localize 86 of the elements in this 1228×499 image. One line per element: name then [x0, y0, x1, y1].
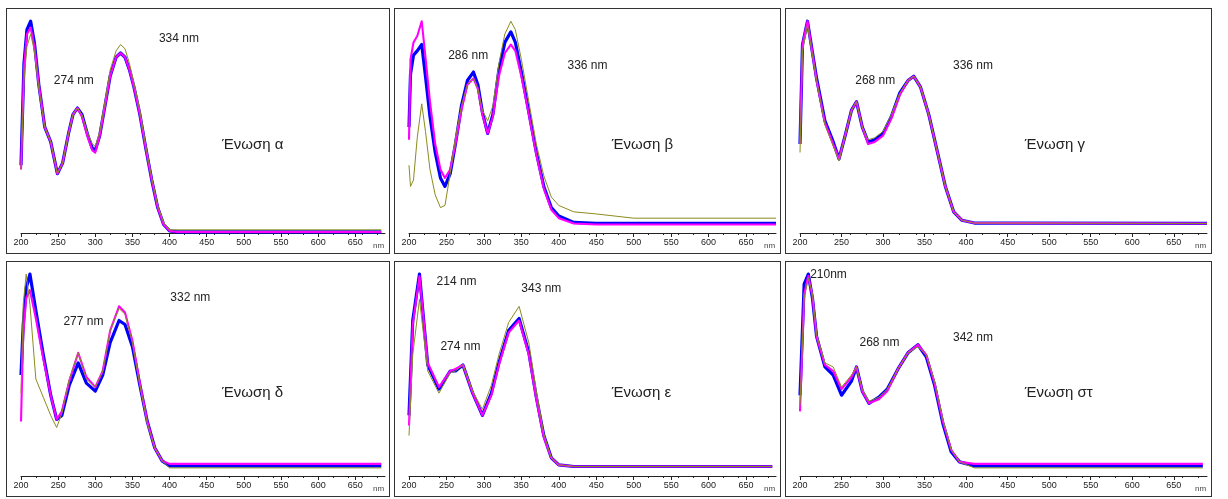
x-tick-label: 650 — [1166, 479, 1182, 489]
annotation: 343 nm — [521, 280, 562, 295]
x-tick-label: 200 — [792, 479, 808, 489]
x-tick-label: 400 — [162, 479, 178, 489]
x-tick-label: 400 — [958, 236, 974, 247]
x-tick-label: 450 — [1000, 236, 1016, 247]
annotation: 332 nm — [170, 289, 211, 304]
x-tick-label: 350 — [513, 479, 529, 489]
x-tick-label: 300 — [476, 236, 492, 247]
x-tick-label: 600 — [701, 479, 717, 489]
x-tick-label: 200 — [792, 236, 808, 247]
annotation: 342 nm — [952, 329, 994, 344]
annotation: 334 nm — [158, 31, 199, 46]
x-tick-label: 500 — [236, 236, 252, 247]
x-axis-title: nm — [1195, 240, 1207, 250]
x-tick-label: 300 — [87, 236, 103, 247]
x-tick-label: 350 — [917, 479, 933, 489]
x-tick-label: 400 — [162, 236, 178, 247]
x-tick-label: 650 — [1166, 236, 1182, 247]
x-tick-label: 350 — [124, 479, 140, 489]
annotation: 286 nm — [448, 48, 489, 63]
text: Ένωση ε — [610, 382, 672, 400]
x-tick-label: 650 — [347, 479, 363, 489]
x-axis-title: nm — [373, 483, 385, 492]
annotation: 274 nm — [440, 338, 481, 353]
x-tick-label: 250 — [50, 236, 66, 247]
x-tick-label: 250 — [834, 236, 850, 247]
annotation: 214 nm — [436, 273, 477, 288]
x-tick-label: 600 — [310, 236, 326, 247]
x-tick-label: 550 — [1083, 236, 1099, 247]
x-tick-label: 600 — [1124, 479, 1140, 489]
x-tick-label: 350 — [513, 236, 529, 247]
text: Ένωση δ — [221, 382, 284, 400]
x-tick-label: 450 — [199, 236, 215, 247]
x-tick-label: 550 — [1083, 479, 1099, 489]
x-tick-label: 250 — [834, 479, 850, 489]
annotation: 210nm — [810, 266, 847, 281]
x-tick-label: 350 — [917, 236, 933, 247]
x-axis-title: nm — [764, 483, 776, 492]
annotation: 268 nm — [855, 72, 896, 87]
x-tick-label: 600 — [310, 479, 326, 489]
x-tick-label: 600 — [1124, 236, 1140, 247]
x-tick-label: 550 — [663, 236, 679, 247]
x-tick-label: 250 — [438, 236, 454, 247]
x-tick-label: 200 — [401, 479, 417, 489]
x-tick-label: 400 — [958, 479, 974, 489]
x-axis-title: nm — [373, 240, 385, 250]
x-tick-label: 650 — [347, 236, 363, 247]
x-tick-label: 650 — [738, 479, 754, 489]
x-tick-label: 550 — [273, 236, 289, 247]
x-tick-label: 550 — [663, 479, 679, 489]
x-axis-title: nm — [1195, 483, 1207, 492]
x-tick-label: 500 — [1041, 479, 1057, 489]
x-tick-label: 400 — [551, 236, 567, 247]
x-tick-label: 450 — [199, 479, 215, 489]
x-tick-label: 650 — [738, 236, 754, 247]
annotation: 277 nm — [63, 313, 104, 327]
x-tick-label: 300 — [875, 236, 891, 247]
text: Ένωση β — [610, 135, 674, 152]
annotation: 336 nm — [567, 58, 608, 73]
annotation: 336 nm — [952, 58, 994, 73]
annotation: 274 nm — [53, 72, 94, 87]
x-tick-label: 400 — [551, 479, 567, 489]
x-tick-label: 450 — [588, 479, 604, 489]
x-tick-label: 350 — [124, 236, 140, 247]
x-tick-label: 600 — [701, 236, 717, 247]
x-tick-label: 200 — [13, 236, 29, 247]
text: Ένωση α — [221, 135, 284, 152]
x-tick-label: 300 — [476, 479, 492, 489]
x-tick-label: 500 — [236, 479, 252, 489]
x-tick-label: 250 — [438, 479, 454, 489]
text: Ένωση γ — [1023, 135, 1086, 152]
x-tick-label: 200 — [13, 479, 29, 489]
x-tick-label: 500 — [1041, 236, 1057, 247]
x-tick-label: 300 — [875, 479, 891, 489]
text: Ένωση στ — [1023, 382, 1093, 400]
x-axis-title: nm — [764, 240, 776, 250]
x-tick-label: 300 — [87, 479, 103, 489]
x-tick-label: 250 — [50, 479, 66, 489]
x-tick-label: 550 — [273, 479, 289, 489]
x-tick-label: 500 — [626, 479, 642, 489]
x-tick-label: 450 — [588, 236, 604, 247]
x-tick-label: 450 — [1000, 479, 1016, 489]
annotation: 268 nm — [859, 334, 900, 349]
x-tick-label: 500 — [626, 236, 642, 247]
x-tick-label: 200 — [401, 236, 417, 247]
